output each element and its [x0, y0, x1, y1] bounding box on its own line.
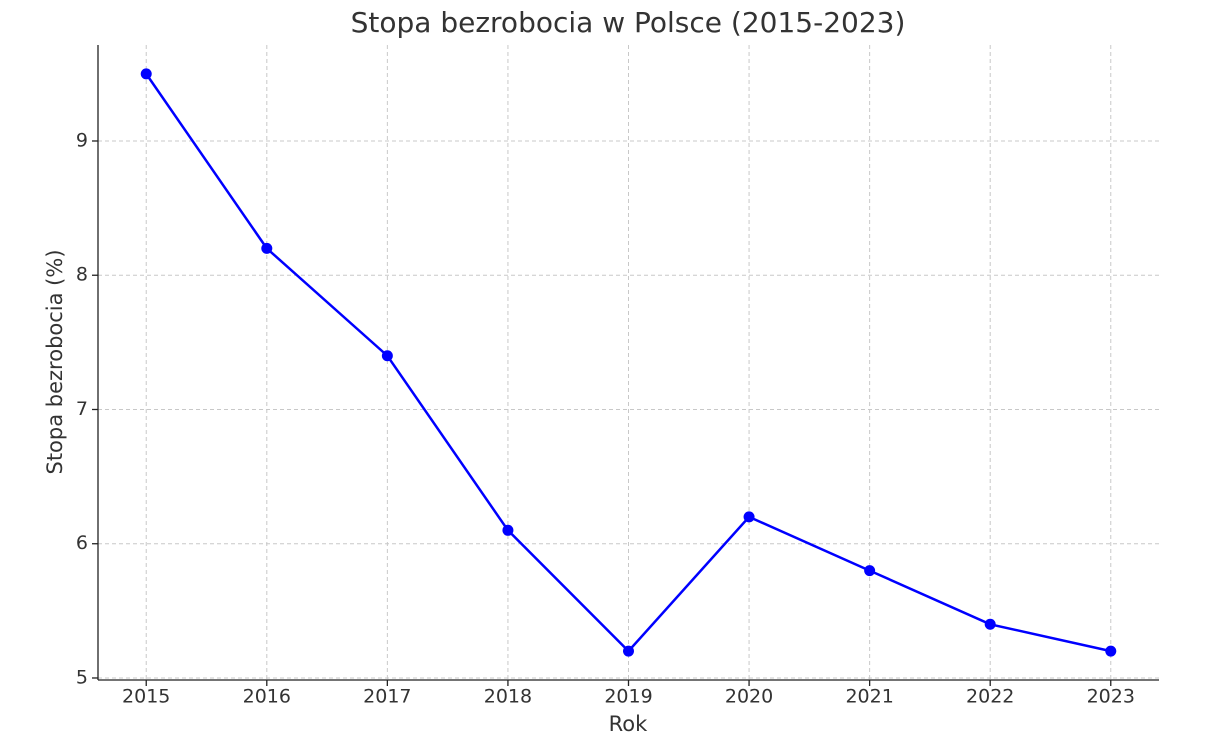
x-tick-label: 2021: [845, 686, 893, 708]
x-tick-label: 2022: [966, 686, 1014, 708]
x-tick-label: 2020: [725, 686, 773, 708]
data-point: [1105, 645, 1117, 657]
x-tick-label: 2019: [604, 686, 652, 708]
x-axis-label: Rok: [609, 712, 648, 736]
x-tick-label: 2015: [122, 686, 170, 708]
data-point: [743, 511, 755, 523]
data-point: [381, 350, 393, 362]
data-point: [502, 524, 514, 536]
y-axis-label: Stopa bezrobocia (%): [43, 249, 67, 474]
chart-title: Stopa bezrobocia w Polsce (2015-2023): [351, 6, 906, 39]
data-point: [623, 645, 634, 657]
data-point: [261, 242, 273, 254]
x-tick-label: 2016: [243, 686, 291, 708]
y-tick-label: 8: [76, 264, 88, 286]
x-tick-label: 2017: [363, 686, 411, 708]
data-point: [140, 68, 152, 80]
y-tick-label: 7: [76, 398, 88, 420]
x-tick-label: 2018: [484, 686, 532, 708]
y-tick-label: 9: [76, 129, 88, 151]
y-tick-label: 5: [76, 666, 88, 688]
x-tick-label: 2023: [1087, 686, 1135, 708]
y-tick-label: 6: [76, 532, 88, 554]
data-point: [864, 565, 876, 577]
data-point: [984, 618, 996, 630]
